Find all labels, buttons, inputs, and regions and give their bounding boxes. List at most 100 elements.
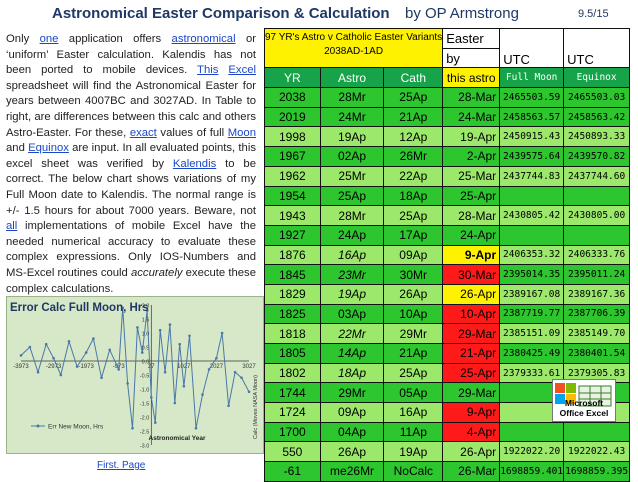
first-page-link[interactable]: First. Page [97,460,146,471]
table-header-row-2: by [265,47,630,69]
cell-full-moon: 2430805.42 [499,205,565,226]
cell-cath: 21Ap [383,343,444,364]
data-point [163,370,167,374]
cell-yr: 1724 [264,402,321,423]
cell-cath: 10Ap [383,303,444,325]
cell-full-moon: 2389167.08 [499,283,565,305]
x-axis-label: Astronomical Year [149,435,206,442]
cell-this-astro: 26-Apr [442,283,501,305]
cell-equinox: 2389167.36 [563,283,631,305]
chart-title: Error Calc Full Moon, Hrs [10,302,149,314]
cell-this-astro: 9-Apr [442,244,501,266]
cell-full-moon: 2465503.59 [499,87,565,108]
y-tick-label: -2.0 [140,416,149,422]
cell-yr: 1829 [264,283,321,305]
table-subheader-row: YR Astro Cath this astro Full Moon Equin… [264,67,631,89]
cell-equinox [563,421,631,443]
y-tick-label: -3.0 [140,444,149,450]
link-exact[interactable]: exact [129,126,157,139]
cell-full-moon: 2437744.83 [499,165,565,187]
y-tick-label: -1.0 [140,388,149,394]
cell-cath: 05Ap [383,382,444,404]
data-point [136,326,139,329]
link-equinox[interactable]: Equinox [28,142,69,155]
cell-astro: 18Ap [319,362,385,384]
x-tick-label: 2027 [210,364,224,370]
data-point [67,340,71,343]
cell-full-moon: 1922022.20 [499,441,565,463]
table-row: -61 me26Mr NoCalc 26-Mar 1698859.401 1698859.… [264,461,631,482]
header-by: by [442,47,501,69]
cell-this-astro: 10-Apr [442,303,501,325]
cell-cath: 11Ap [383,421,444,443]
header-utc-2: UTC [563,27,631,69]
link-this[interactable]: This [197,64,219,77]
caption-line-1: 97 YR's Astro v Catholic Easter Variants [265,32,443,43]
cell-equinox: 2465503.03 [563,87,631,108]
cell-equinox: 2439570.82 [563,146,631,167]
cell-this-astro: 24-Apr [442,224,501,246]
data-point [173,401,177,405]
link-all[interactable]: all [6,220,18,233]
data-point [84,351,88,354]
cell-this-astro: 9-Apr [442,402,501,423]
link-astronomical[interactable]: astronomical [171,33,236,45]
title-bar: Astronomical Easter Comparison & Calcula… [0,0,638,26]
cell-equinox [563,224,631,246]
cell-equinox: 2385149.70 [563,323,631,344]
cell-equinox: 2379305.83 [563,362,631,384]
cell-this-astro: 28-Mar [442,205,501,226]
cell-full-moon: 2406353.32 [499,244,565,266]
table-row: 1802 18Ap 25Ap 25-Apr 2379333.61 2379305.83 [264,362,631,384]
y-tick-label: 0.0 [142,360,150,366]
table-row: 1876 16Ap 09Ap 9-Apr 2406353.32 2406333.76 [264,244,631,266]
version-label: 9.5/15 [578,8,609,20]
y-tick-label: 1.0 [142,332,150,338]
cell-cath: 25Ap [383,87,444,108]
table-row: 1700 04Ap 11Ap 4-Apr [264,421,631,443]
data-point [158,328,162,332]
error-chart-svg: 2.0 1.5 1.0 0.5 0.0 -0.5 -1.0 -1.5 -2.0 -2.5 -3.0 -… [13,304,259,450]
cell-this-astro: 26-Mar [442,461,501,482]
intro-text: Only [6,33,40,45]
cell-astro: me26Mr [319,461,385,482]
cell-yr: 1954 [264,185,321,207]
x-tick-label: 1027 [177,364,191,370]
cell-astro: 03Ap [319,303,385,325]
cell-astro: 23Mr [319,264,385,285]
link-excel[interactable]: Excel [228,64,257,77]
cell-cath: 29Mr [383,323,444,344]
data-point [131,426,134,430]
table-row: 1805 14Ap 21Ap 21-Apr 2380425.49 2380401.54 [264,343,631,364]
cell-cath: 25Ap [383,205,444,226]
table-row: 1829 19Ap 26Ap 26-Apr 2389167.08 2389167.36 [264,283,631,305]
legend-marker [36,424,40,428]
y-tick-label: -2.5 [140,430,149,436]
table-row: 1825 03Ap 10Ap 10-Apr 2387719.77 2387706.39 [264,303,631,325]
cell-cath: 22Ap [383,165,444,187]
easter-table: 97 YR's Astro v Catholic Easter Variants… [263,27,631,482]
link-moon[interactable]: Moon [227,126,256,139]
link-one[interactable]: one [39,33,59,45]
cell-full-moon: 2458563.57 [499,106,565,128]
cell-cath: 25Ap [383,362,444,384]
cell-astro: 28Mr [319,87,385,108]
x-tick-label: 27 [148,364,155,370]
link-kalendis[interactable]: Kalendis [172,157,217,170]
data-point [220,331,224,335]
cell-cath: 16Ap [383,402,444,423]
logo-line-1: Microsoft [564,398,604,408]
cell-cath: 30Mr [383,264,444,285]
data-point [227,404,230,408]
cell-yr: 1805 [264,343,321,364]
cell-full-moon: 2439575.64 [499,146,565,167]
x-tick-label: -1973 [78,364,94,370]
col-header-full-moon: Full Moon [499,67,565,89]
cell-equinox: 2430805.00 [563,205,631,226]
cell-this-astro: 19-Apr [442,126,501,148]
excel-logo-icon [555,383,612,407]
data-point [75,365,79,368]
table-row: 1967 02Ap 26Mr 2-Apr 2439575.64 2439570.82 [264,146,631,167]
data-point [59,373,63,377]
table-row: 550 26Ap 19Ap 26-Apr 1922022.20 1922022.43 [264,441,631,463]
